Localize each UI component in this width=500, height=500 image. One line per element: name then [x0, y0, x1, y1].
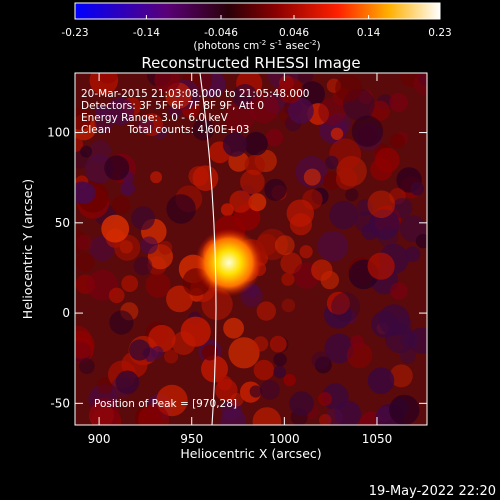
- peak-position-label: Position of Peak = [970,28]: [94, 398, 237, 410]
- flare-peak-source: [194, 228, 263, 297]
- colorbar-tick-label: -0.046: [204, 27, 238, 39]
- y-tick-label: 0: [62, 306, 70, 320]
- colorbar-tick-label: -0.14: [133, 27, 160, 39]
- solar-limb: [199, 73, 217, 425]
- plot-frame: [74, 72, 428, 426]
- heatmap-area: [75, 73, 427, 425]
- colorbar-ticks: -0.23 -0.14 -0.046 0.046 0.14 0.23: [61, 15, 452, 39]
- y-tick-label: 100: [47, 126, 70, 140]
- x-tick-label: 1050: [362, 432, 393, 446]
- x-tick-label: 900: [88, 432, 111, 446]
- x-axis-label: Heliocentric X (arcsec): [180, 446, 321, 461]
- colorbar-unit: (photons cm-2 s-1 asec-2): [193, 39, 320, 52]
- colorbar: [74, 2, 441, 20]
- y-axis-ticks: -50 0 50 100: [47, 126, 427, 410]
- x-tick-label: 1000: [269, 432, 300, 446]
- colorbar-tick-label: 0.14: [357, 27, 381, 39]
- y-tick-label: -50: [50, 396, 70, 410]
- x-tick-label: 950: [180, 432, 203, 446]
- colorbar-tick-label: 0.046: [279, 27, 309, 39]
- annotation-clean-counts: Clean Total counts: 4.60E+03: [81, 124, 250, 136]
- footer-date: 19-May-2022 22:20: [369, 484, 496, 499]
- colorbar-tick-label: 0.23: [428, 27, 451, 39]
- annotation-detectors: Detectors: 3F 5F 6F 7F 8F 9F, Att 0: [81, 100, 264, 112]
- annotation-time-range: 20-Mar-2015 21:03:08.000 to 21:05:48.000: [81, 88, 309, 100]
- annotation-energy-range: Energy Range: 3.0 - 6.0 keV: [81, 112, 229, 124]
- y-axis-label: Heliocentric Y (arcsec): [20, 179, 35, 319]
- x-axis-ticks: 900 950 1000 1050: [88, 73, 393, 446]
- colorbar-tick-label: -0.23: [61, 27, 88, 39]
- chart-title: Reconstructed RHESSI Image: [141, 54, 360, 72]
- y-tick-label: 50: [55, 216, 70, 230]
